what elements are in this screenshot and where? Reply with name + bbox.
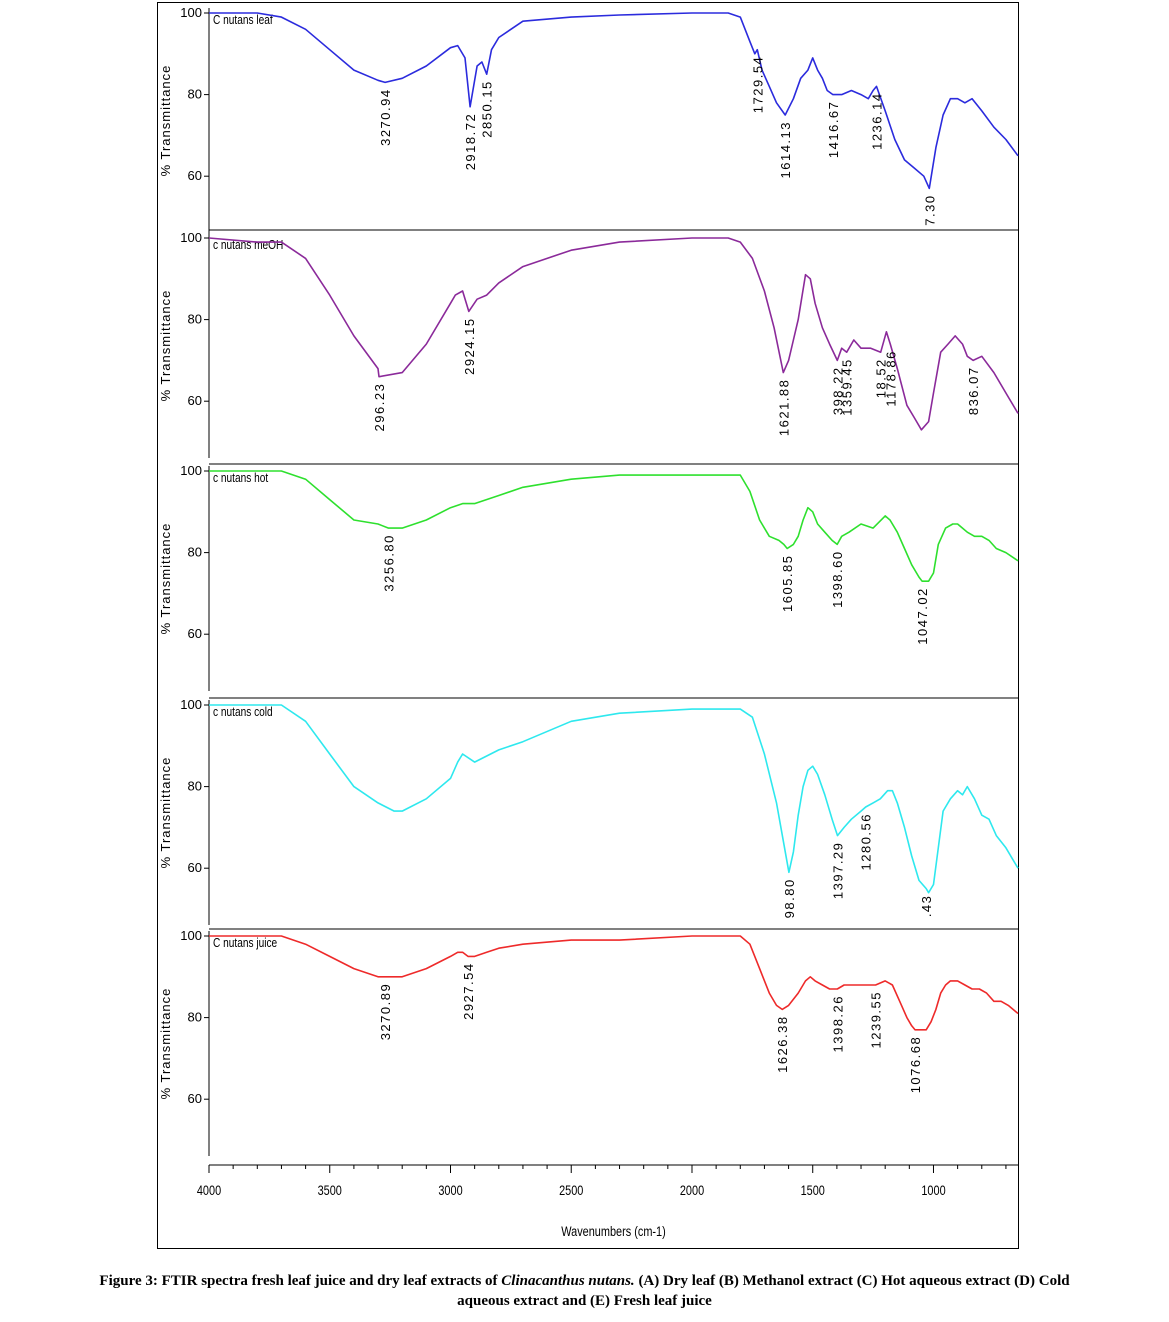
spectrum-panel: 100 80 60 % Transmittance c nutans hot 3256.8…	[158, 463, 1019, 691]
peak-label: 18.52	[874, 358, 889, 398]
peak-label: 2927.54	[461, 962, 476, 1020]
x-axis-label: Wavenumbers (cm-1)	[561, 1224, 666, 1240]
spectrum-line	[209, 704, 1019, 894]
spectrum-line	[209, 935, 1019, 1031]
panel-name: c nutans hot	[213, 471, 269, 485]
peak-label: 1047.02	[915, 587, 930, 645]
spectrum-line	[209, 12, 1019, 190]
peak-label: 1398.26	[830, 995, 845, 1053]
peak-label: 1626.38	[775, 1015, 790, 1073]
spectrum-line	[208, 237, 1019, 431]
peak-label: 836.07	[966, 366, 981, 415]
peak-label: 296.23	[372, 383, 387, 432]
y-axis-label: % Transmittance	[158, 757, 173, 869]
peak-label: 1178.86	[883, 350, 898, 407]
peak-label: 1280.56	[859, 813, 874, 871]
caption-suffix: (A) Dry leaf (B) Methanol extract (C) Ho…	[638, 1273, 1070, 1289]
y-axis-label: % Transmittance	[158, 290, 173, 402]
peak-label: .43	[919, 895, 934, 918]
x-tick-label: 1000	[921, 1183, 945, 1199]
y-tick-label: 60	[188, 168, 202, 183]
y-tick-label: 80	[188, 87, 202, 102]
y-tick-label: 60	[188, 860, 202, 875]
peak-label: 98.80	[782, 878, 797, 918]
panel-name: c nutans cold	[213, 705, 273, 719]
peak-label: 1398.60	[830, 550, 845, 608]
y-tick-label: 100	[180, 697, 202, 712]
spectrum-panel: 100 80 60 % Transmittance c nutans cold 98.80…	[158, 697, 1019, 925]
peak-label: 1076.68	[908, 1036, 923, 1094]
x-tick-label: 1500	[801, 1183, 825, 1199]
y-axis-label: % Transmittance	[158, 65, 173, 177]
y-tick-label: 60	[188, 1091, 202, 1106]
peak-label: 1359.45	[840, 358, 855, 416]
spectrum-panel: 100 80 60 % Transmittance C nutans juice 3270…	[158, 928, 1019, 1156]
caption-line2: aqueous extract and (E) Fresh leaf juice	[457, 1293, 712, 1309]
y-tick-label: 80	[188, 1010, 202, 1025]
y-tick-label: 100	[180, 928, 202, 943]
y-axis-label: % Transmittance	[158, 523, 173, 635]
x-tick-label: 3500	[318, 1183, 342, 1199]
y-tick-label: 80	[188, 545, 202, 560]
x-tick-label: 2000	[680, 1183, 704, 1199]
caption-prefix: Figure 3: FTIR spectra fresh leaf juice …	[99, 1273, 498, 1289]
y-tick-label: 80	[188, 779, 202, 794]
peak-label: 398.22	[830, 366, 845, 415]
y-axis-label: % Transmittance	[158, 988, 173, 1100]
peak-label: 3256.80	[382, 534, 397, 592]
x-tick-label: 2500	[559, 1183, 583, 1199]
y-tick-label: 100	[180, 5, 202, 20]
peak-label: 3270.94	[378, 88, 393, 145]
y-tick-label: 100	[180, 230, 202, 245]
peak-label: 1605.85	[780, 555, 795, 613]
peak-label: 3270.89	[378, 983, 393, 1041]
panel-name: C nutans leaf	[213, 13, 273, 27]
figure-caption: Figure 3: FTIR spectra fresh leaf juice …	[0, 1271, 1169, 1311]
y-tick-label: 60	[188, 393, 202, 408]
peak-label: 1397.29	[831, 842, 846, 900]
spectrum-panel: 100 80 60 % Transmittance C nutans leaf 3270.…	[158, 5, 1019, 233]
peak-label: 1416.67	[826, 101, 841, 159]
peak-label: 1729.54	[750, 56, 765, 113]
peak-label: 2924.15	[462, 317, 477, 375]
caption-species: Clinacanthus nutans.	[501, 1273, 635, 1289]
figure-frame	[157, 2, 1019, 1249]
y-tick-label: 60	[188, 626, 202, 641]
peak-label: 1614.13	[778, 121, 793, 179]
peak-label: 1621.88	[776, 379, 791, 437]
peak-label: 1239.55	[869, 991, 884, 1049]
y-tick-label: 100	[180, 463, 202, 478]
x-tick-label: 4000	[197, 1183, 221, 1199]
spectrum-line	[209, 470, 1019, 582]
peak-label: 2918.72	[463, 113, 478, 171]
y-tick-label: 80	[188, 312, 202, 327]
peak-label: 2850.15	[480, 80, 495, 138]
peak-label: 7.30	[922, 194, 937, 225]
panel-name: C nutans juice	[213, 936, 277, 950]
peak-label: 1236.14	[870, 92, 885, 149]
x-tick-label: 3000	[438, 1183, 462, 1199]
ftir-chart: 100 80 60 % Transmittance C nutans leaf 3270.…	[158, 5, 1019, 1240]
